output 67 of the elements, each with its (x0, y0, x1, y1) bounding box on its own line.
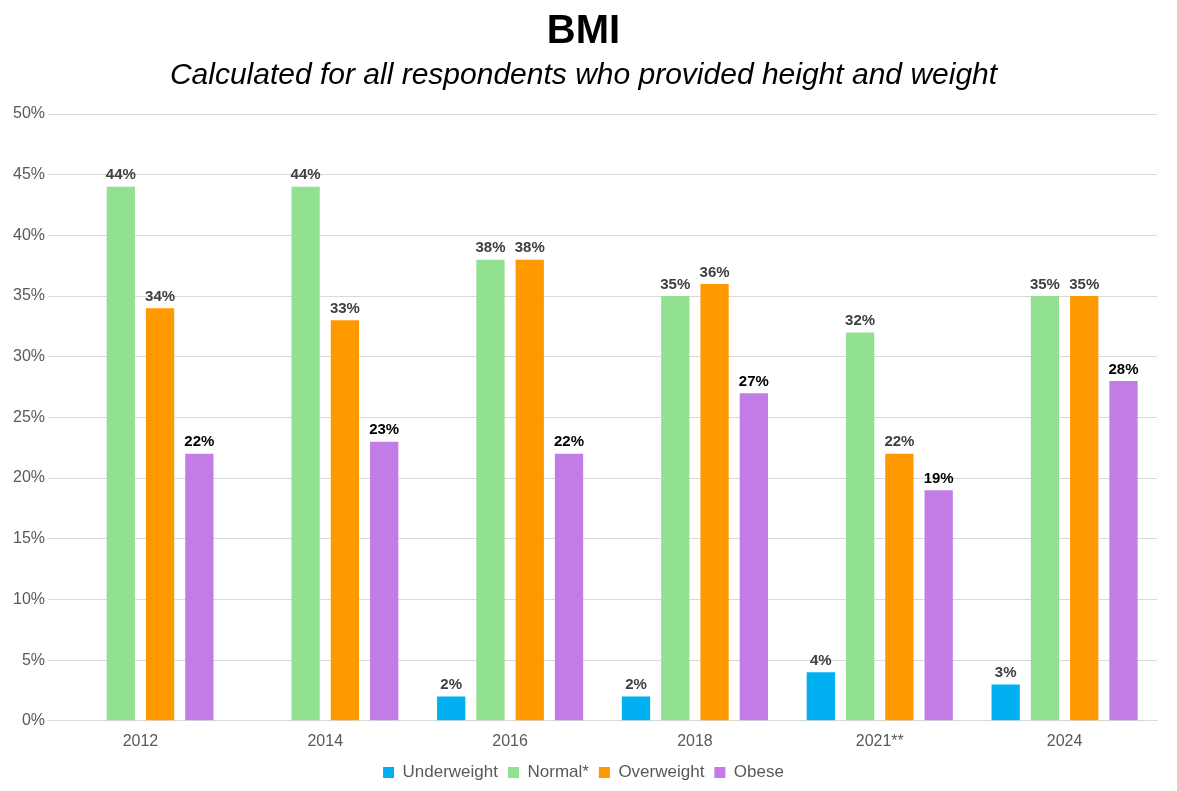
data-label: 3% (994, 663, 1017, 681)
bar (1030, 296, 1060, 721)
data-label: 4% (810, 650, 832, 668)
x-tick-label: 2014 (307, 731, 344, 749)
bar (515, 259, 544, 721)
bar (106, 186, 135, 721)
bar (554, 453, 584, 721)
data-label: 32% (845, 311, 876, 329)
data-label: 27% (738, 371, 769, 389)
data-label: 28% (1108, 359, 1139, 377)
x-tick-label: 2021** (855, 731, 904, 749)
bar (330, 320, 360, 721)
bar (185, 453, 214, 721)
data-label: 35% (660, 274, 691, 292)
bar (1109, 380, 1138, 721)
bar (476, 259, 505, 721)
x-tick-label: 2016 (492, 731, 528, 749)
bar (806, 672, 835, 721)
bar (885, 453, 914, 721)
data-label: 35% (1029, 274, 1060, 292)
bar (145, 308, 175, 721)
legend-label: Obese (733, 762, 784, 782)
y-tick-label: 45% (12, 165, 46, 183)
y-tick-label: 10% (12, 589, 46, 607)
legend-label: Underweight (402, 762, 499, 782)
y-tick-label: 0% (21, 711, 46, 729)
bar (739, 393, 768, 721)
y-tick-label: 30% (12, 347, 46, 365)
bar (370, 441, 399, 721)
chart-subtitle: Calculated for all respondents who provided height and weight (169, 57, 999, 91)
data-label: 38% (514, 238, 545, 256)
y-tick-label: 25% (12, 407, 46, 425)
data-label: 36% (699, 262, 730, 280)
bar (661, 296, 690, 721)
data-label: 2% (625, 675, 647, 693)
bar (1070, 296, 1099, 721)
legend-label: Overweight (618, 762, 705, 782)
data-label: 38% (475, 238, 506, 256)
data-label: 35% (1069, 274, 1100, 292)
y-tick-label: 35% (12, 286, 46, 304)
x-tick-label: 2024 (1046, 731, 1083, 749)
bar (924, 490, 953, 721)
y-tick-label: 50% (12, 104, 46, 122)
x-tick-label: 2012 (122, 731, 159, 749)
data-label: 22% (184, 432, 215, 450)
y-tick-label: 20% (12, 468, 46, 486)
bar (291, 186, 320, 721)
bar (991, 684, 1020, 721)
data-label: 44% (105, 165, 136, 183)
data-label: 33% (329, 298, 360, 316)
data-label: 23% (369, 420, 400, 438)
bar (437, 696, 466, 721)
data-label: 19% (923, 468, 954, 486)
data-label: 44% (290, 165, 321, 183)
legend-label: Normal* (527, 762, 590, 782)
y-tick-label: 5% (21, 650, 46, 668)
y-tick-label: 15% (12, 529, 46, 547)
bar (700, 283, 729, 721)
data-label: 22% (554, 432, 585, 450)
data-label: 2% (440, 675, 463, 693)
bar (621, 696, 651, 721)
data-label: 34% (145, 286, 176, 304)
bar (845, 332, 875, 721)
y-tick-label: 40% (12, 225, 46, 243)
data-label: 22% (884, 432, 915, 450)
x-tick-label: 2018 (677, 731, 713, 749)
chart-title: BMI (546, 7, 621, 52)
